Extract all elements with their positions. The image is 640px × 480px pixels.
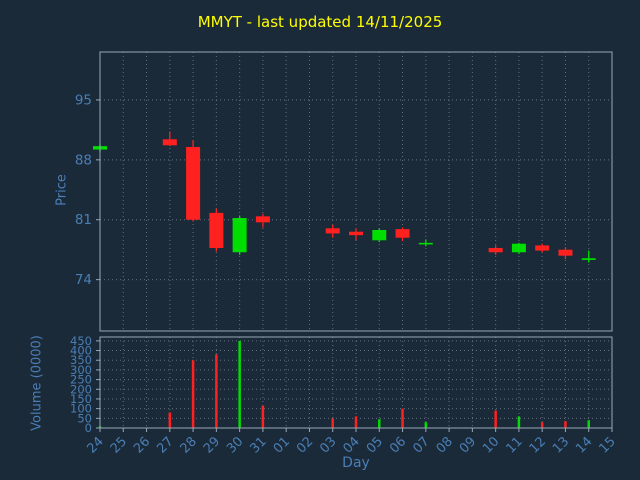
candle-body bbox=[418, 242, 433, 245]
volume-tick-label: 300 bbox=[70, 363, 92, 377]
x-tick-label: 25 bbox=[108, 434, 130, 456]
candle-body bbox=[395, 229, 410, 238]
candle-body bbox=[488, 247, 503, 253]
candle-body bbox=[511, 243, 526, 253]
x-tick-label: 26 bbox=[131, 434, 153, 456]
candle-body bbox=[372, 230, 387, 241]
x-tick-label: 09 bbox=[457, 434, 479, 456]
candle-body bbox=[255, 216, 270, 223]
x-tick-label: 28 bbox=[178, 434, 200, 456]
x-tick-label: 05 bbox=[364, 434, 386, 456]
candle-body bbox=[535, 245, 550, 251]
candle-body bbox=[186, 146, 201, 220]
x-tick-label: 07 bbox=[410, 434, 432, 456]
volume-tick-label: 150 bbox=[70, 392, 92, 406]
candle-body bbox=[349, 231, 363, 236]
x-tick-label: 03 bbox=[317, 434, 339, 456]
volume-tick-label: 350 bbox=[70, 353, 92, 367]
volume-tick-label: 400 bbox=[70, 344, 92, 358]
x-axis-label: Day bbox=[342, 455, 370, 471]
candle-body bbox=[209, 212, 224, 248]
x-tick-label: 04 bbox=[341, 434, 363, 456]
volume-tick-label: 50 bbox=[77, 411, 92, 425]
x-tick-label: 31 bbox=[247, 434, 269, 456]
x-tick-label: 02 bbox=[294, 434, 316, 456]
volume-tick-label: 450 bbox=[70, 334, 92, 348]
price-tick-label: 95 bbox=[75, 92, 92, 108]
volume-panel-border bbox=[99, 336, 613, 429]
candle-body bbox=[581, 258, 596, 260]
x-tick-label: 12 bbox=[527, 434, 549, 456]
x-tick-label: 24 bbox=[85, 434, 107, 456]
x-tick-label: 10 bbox=[480, 434, 502, 456]
x-tick-label: 27 bbox=[154, 434, 176, 456]
candle-body bbox=[162, 139, 177, 146]
candle-body bbox=[232, 218, 247, 253]
volume-tick-label: 0 bbox=[85, 421, 92, 435]
x-tick-label: 06 bbox=[387, 434, 409, 456]
candle-body bbox=[558, 249, 573, 256]
x-tick-label: 14 bbox=[573, 434, 595, 456]
x-tick-label: 29 bbox=[201, 434, 223, 456]
chart-title: MMYT - last updated 14/11/2025 bbox=[197, 13, 443, 31]
x-tick-label: 15 bbox=[597, 434, 619, 456]
volume-tick-label: 200 bbox=[70, 382, 92, 396]
x-tick-label: 01 bbox=[271, 434, 293, 456]
volume-tick-label: 250 bbox=[70, 373, 92, 387]
price-panel-border bbox=[99, 51, 613, 332]
x-tick-label: 11 bbox=[503, 434, 525, 456]
candle-body bbox=[325, 228, 340, 234]
x-tick-label: 30 bbox=[224, 434, 246, 456]
price-tick-label: 74 bbox=[75, 272, 92, 288]
price-tick-label: 88 bbox=[75, 152, 92, 168]
volume-tick-label: 100 bbox=[70, 402, 92, 416]
x-tick-label: 13 bbox=[550, 434, 572, 456]
price-tick-label: 81 bbox=[75, 212, 92, 228]
x-tick-label: 08 bbox=[434, 434, 456, 456]
